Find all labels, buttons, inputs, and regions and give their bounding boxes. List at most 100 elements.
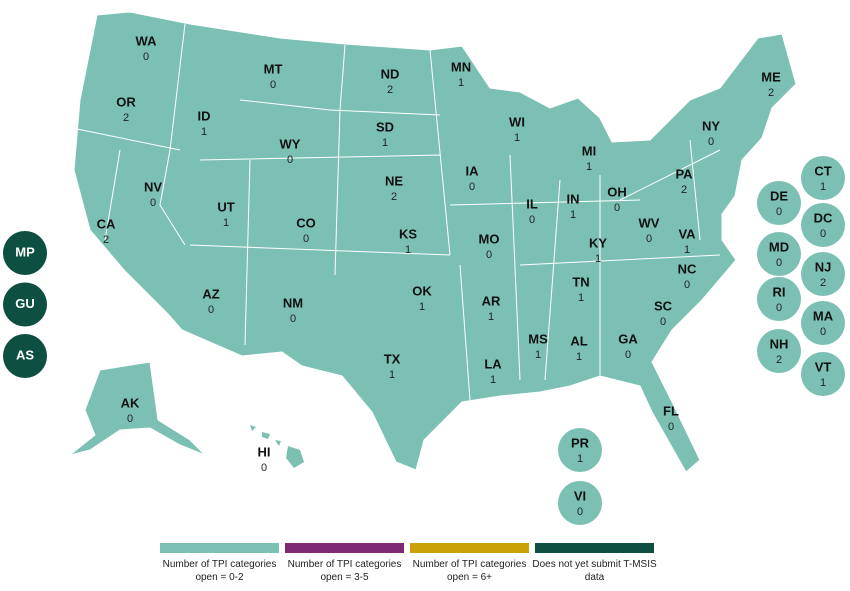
state-abbr: ME (761, 69, 781, 84)
state-value: 0 (261, 462, 267, 474)
alaska (69, 361, 206, 456)
state-value: 1 (577, 453, 583, 465)
state-value: 1 (684, 244, 690, 256)
territory-abbr: GU (15, 296, 35, 311)
state-circle (801, 252, 845, 296)
territory-abbr: MP (15, 244, 35, 259)
state-value: 2 (776, 354, 782, 366)
state-value: 0 (208, 304, 214, 316)
state-abbr: PA (675, 166, 693, 181)
state-value: 0 (577, 506, 583, 518)
state-value: 0 (708, 136, 714, 148)
state-abbr: KY (589, 235, 607, 250)
state-value: 0 (143, 51, 149, 63)
state-abbr: WY (280, 136, 301, 151)
state-value: 1 (488, 311, 494, 323)
state-value: 1 (820, 181, 826, 193)
state-circle (757, 232, 801, 276)
state-value: 0 (270, 79, 276, 91)
state-abbr: DC (814, 210, 833, 225)
legend-swatch (285, 543, 404, 553)
state-value: 1 (389, 369, 395, 381)
legend-label: Number of TPI categories open = 6+ (412, 559, 527, 583)
state-abbr: NJ (815, 259, 832, 274)
state-abbr: NY (702, 118, 720, 133)
state-abbr: IL (526, 196, 538, 211)
state-value: 0 (776, 257, 782, 269)
state-value: 1 (820, 377, 826, 389)
state-value: 1 (405, 244, 411, 256)
state-abbr: WV (639, 215, 660, 230)
state-abbr: VA (678, 226, 696, 241)
state-abbr: MA (813, 308, 834, 323)
state-circle (801, 203, 845, 247)
hawaii (250, 425, 304, 468)
territory-circle (3, 282, 47, 327)
state-value: 2 (768, 87, 774, 99)
state-abbr: AZ (202, 286, 219, 301)
state-value: 0 (287, 154, 293, 166)
legend-label: Does not yet submit T-MSIS data (532, 559, 657, 583)
state-value: 1 (586, 161, 592, 173)
state-abbr: UT (217, 199, 234, 214)
state-value: 1 (223, 217, 229, 229)
state-value: 2 (681, 184, 687, 196)
territory-circle (3, 231, 47, 275)
state-abbr: NM (283, 295, 303, 310)
state-value: 0 (529, 214, 535, 226)
state-value: 1 (578, 292, 584, 304)
state-value: 0 (668, 421, 674, 433)
state-abbr: WI (509, 114, 525, 129)
state-value: 0 (776, 302, 782, 314)
state-value: 2 (391, 191, 397, 203)
state-abbr: MI (582, 143, 596, 158)
state-abbr: NH (770, 336, 789, 351)
state-circle (801, 156, 845, 200)
state-circle (801, 352, 845, 396)
state-value: 0 (150, 197, 156, 209)
us-outline (73, 11, 797, 473)
state-abbr: WA (136, 33, 158, 48)
state-circle (757, 277, 801, 321)
state-abbr: DE (770, 188, 788, 203)
state-abbr: MN (451, 59, 471, 74)
state-value: 1 (535, 349, 541, 361)
state-value: 0 (776, 206, 782, 218)
state-abbr: IN (567, 191, 580, 206)
state-abbr: AL (570, 333, 587, 348)
state-abbr: MS (528, 331, 548, 346)
state-circle (558, 428, 602, 472)
state-abbr: AK (121, 395, 140, 410)
state-value: 1 (458, 77, 464, 89)
state-abbr: OK (412, 283, 432, 298)
state-abbr: NV (144, 179, 162, 194)
state-abbr: MD (769, 239, 789, 254)
state-value: 1 (514, 132, 520, 144)
state-value: 0 (127, 413, 133, 425)
state-abbr: OR (116, 94, 136, 109)
state-value: 0 (469, 181, 475, 193)
state-abbr: AR (482, 293, 501, 308)
state-abbr: FL (663, 403, 679, 418)
state-abbr: NE (385, 173, 403, 188)
state-abbr: RI (773, 284, 786, 299)
state-abbr: ID (198, 108, 211, 123)
state-value: 1 (201, 126, 207, 138)
state-value: 0 (684, 279, 690, 291)
legend-swatch (535, 543, 654, 553)
state-circle (757, 329, 801, 373)
state-value: 2 (820, 277, 826, 289)
state-abbr: IA (466, 163, 480, 178)
state-abbr: TN (572, 274, 589, 289)
state-value: 0 (646, 233, 652, 245)
state-abbr: MO (479, 231, 500, 246)
state-abbr: ND (381, 66, 400, 81)
state-value: 1 (419, 301, 425, 313)
state-abbr: OH (607, 184, 627, 199)
state-value: 0 (820, 228, 826, 240)
state-value: 0 (486, 249, 492, 261)
state-abbr: GA (618, 331, 638, 346)
territory-abbr: AS (16, 347, 34, 362)
state-borders (71, 23, 721, 401)
